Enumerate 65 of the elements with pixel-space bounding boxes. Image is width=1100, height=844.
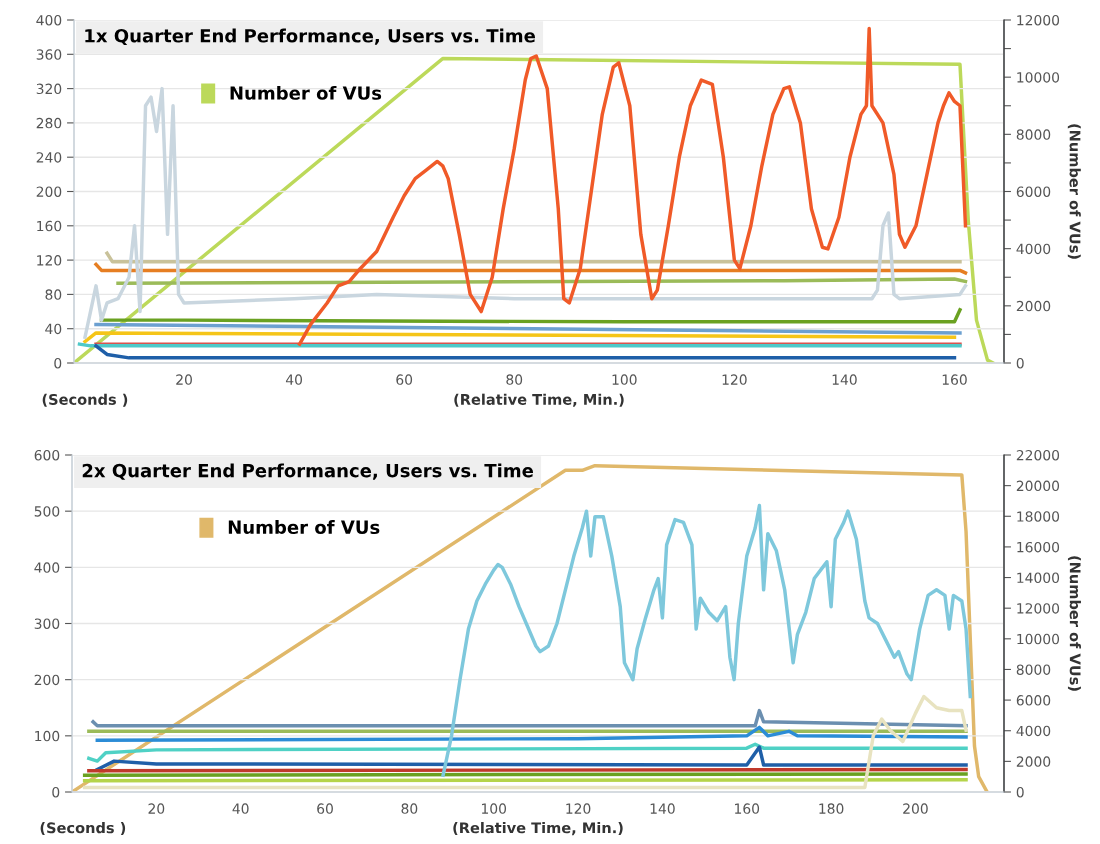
x-tick-label: 120 <box>722 374 747 385</box>
y-tick-label: 100 <box>35 730 60 742</box>
y-tick-label: 0 <box>52 786 60 798</box>
y2-tick-label: 6000 <box>1016 186 1051 197</box>
y2-tick-label: 2000 <box>1016 300 1051 312</box>
y2-tick-label: 4000 <box>1016 725 1051 737</box>
y2-tick-label: 10000 <box>1017 633 1060 645</box>
y2-tick-label: 12000 <box>1017 14 1060 26</box>
y2-axis-title: (Number of VUs) <box>1067 124 1081 259</box>
y-tick-label: 80 <box>45 289 62 300</box>
y2-tick-label: 20000 <box>1016 480 1060 492</box>
y2-tick-label: 14000 <box>1017 572 1060 584</box>
y2-tick-label: 0 <box>1016 357 1024 369</box>
x-tick-label: 60 <box>317 803 333 814</box>
y-tick-label: 320 <box>36 83 62 95</box>
y-tick-label: 120 <box>37 255 62 266</box>
y-tick-label: 160 <box>37 220 62 232</box>
x-axis-title: (Relative Time, Min.) <box>454 393 624 407</box>
x-tick-label: 120 <box>566 803 591 814</box>
x-tick-label: 20 <box>148 803 165 814</box>
x-tick-label: 40 <box>285 374 303 385</box>
x-tick-label: 160 <box>735 803 760 814</box>
y-tick-label: 400 <box>34 562 60 573</box>
x-axis-title: (Relative Time, Min.) <box>453 822 623 836</box>
x-tick-label: 140 <box>832 374 857 385</box>
y-axis-title: (Seconds ) <box>42 393 128 407</box>
y2-tick-label: 8000 <box>1016 664 1051 675</box>
y-tick-label: 300 <box>34 618 60 629</box>
y-tick-label: 600 <box>34 449 60 461</box>
y2-tick-label: 16000 <box>1017 541 1060 553</box>
y-tick-label: 280 <box>36 117 62 129</box>
x-tick-label: 100 <box>481 803 507 814</box>
chart-title: 1x Quarter End Performance, Users vs. Time <box>85 28 535 45</box>
x-tick-label: 160 <box>942 374 967 385</box>
y2-tick-label: 8000 <box>1016 129 1051 140</box>
y2-tick-label: 6000 <box>1016 695 1051 706</box>
y2-tick-label: 0 <box>1016 786 1024 798</box>
x-tick-label: 140 <box>650 803 675 814</box>
y-tick-label: 200 <box>36 186 62 197</box>
chart-title: 2x Quarter End Performance, Users vs. Time <box>82 463 534 480</box>
y2-tick-label: 12000 <box>1017 603 1060 614</box>
y2-tick-label: 2000 <box>1016 756 1051 767</box>
y2-tick-label: 18000 <box>1017 511 1060 522</box>
x-tick-label: 80 <box>506 374 523 385</box>
x-tick-label: 40 <box>232 803 249 814</box>
y-tick-label: 0 <box>54 357 62 369</box>
y-tick-label: 360 <box>36 49 62 60</box>
y2-axis-title: (Number of VUs) <box>1067 556 1081 691</box>
y-tick-label: 500 <box>34 506 60 517</box>
y-tick-label: 240 <box>36 152 62 163</box>
y-tick-label: 40 <box>45 323 62 335</box>
x-tick-label: 80 <box>401 803 418 814</box>
x-tick-label: 60 <box>396 374 413 385</box>
y-tick-label: 400 <box>36 14 62 26</box>
y-axis-title: (Seconds ) <box>40 822 126 836</box>
y2-tick-label: 4000 <box>1016 243 1051 255</box>
legend-label: Number of VUs <box>228 520 380 535</box>
x-tick-label: 200 <box>903 803 928 814</box>
y-tick-label: 200 <box>34 674 60 686</box>
y2-tick-label: 10000 <box>1017 72 1060 83</box>
x-tick-label: 180 <box>819 803 844 814</box>
legend-label: Number of VUs <box>230 85 382 100</box>
y2-tick-label: 22000 <box>1016 449 1060 461</box>
x-tick-label: 100 <box>612 374 637 385</box>
x-tick-label: 20 <box>176 374 192 385</box>
